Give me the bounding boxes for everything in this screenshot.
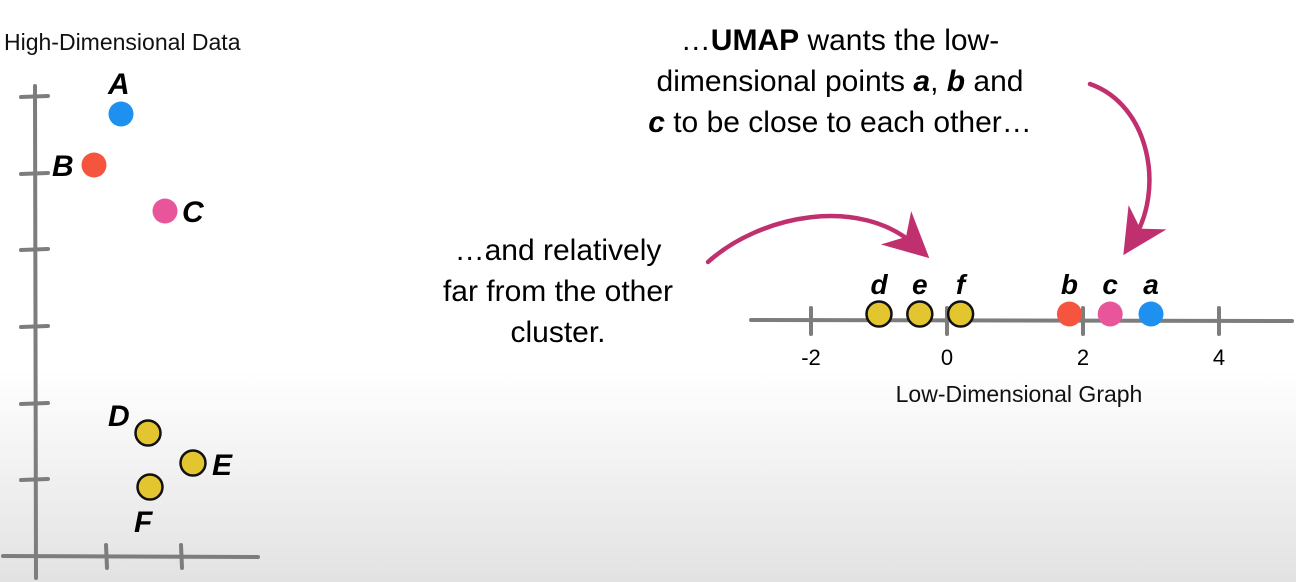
umap-line3-text: to be close to each other… xyxy=(664,106,1032,139)
far-annotation-line2: far from the other xyxy=(442,275,674,308)
umap-annotation-line3: c to be close to each other… xyxy=(590,102,1090,143)
x-tick xyxy=(104,543,109,570)
low-dim-label-f: f xyxy=(956,269,968,300)
umap-point-a: a xyxy=(913,65,931,98)
low-dim-point-e xyxy=(906,300,934,328)
umap-point-b: b xyxy=(946,65,966,98)
low-dim-title: Low-Dimensional Graph xyxy=(896,381,1143,407)
low-dim-tick-labels: -2 0 2 4 xyxy=(801,345,1225,370)
high-dim-labels: A B C D E F xyxy=(52,68,233,539)
low-dim-label-c: c xyxy=(1102,269,1118,300)
low-dim-point-d xyxy=(865,300,893,328)
y-tick xyxy=(19,171,50,176)
high-dim-x-axis xyxy=(1,554,260,559)
umap-annotation-line1: …UMAP wants the low- xyxy=(590,20,1090,61)
low-dim-point-c xyxy=(1097,301,1123,327)
low-dim-label-e: e xyxy=(912,269,928,300)
point-F xyxy=(136,473,164,501)
umap-bold-text: UMAP xyxy=(710,24,800,57)
y-tick xyxy=(19,401,50,406)
far-annotation-line1: …and relatively xyxy=(454,234,662,267)
umap-wants-text: wants the low- xyxy=(799,24,1000,57)
arrow-to-def xyxy=(705,211,930,265)
label-F: F xyxy=(134,506,153,539)
number-line xyxy=(749,318,1294,323)
low-dim-label-a: a xyxy=(1143,269,1159,300)
ellipsis-text: … xyxy=(680,24,711,57)
low-dim-label-b: b xyxy=(1061,269,1078,300)
low-dim-label-d: d xyxy=(870,269,888,300)
tick-label-0: 0 xyxy=(941,345,953,370)
low-dim-point-f xyxy=(946,300,975,328)
point-A xyxy=(108,101,134,127)
annotation-arrows xyxy=(705,81,1167,265)
high-dim-points xyxy=(81,101,207,501)
umap-annotation-line2: dimensional points a, b and xyxy=(590,61,1090,102)
label-B: B xyxy=(52,150,74,183)
high-dim-title: High-Dimensional Data xyxy=(4,29,241,55)
umap-annotation: …UMAP wants the low- dimensional points … xyxy=(590,20,1090,143)
label-A: A xyxy=(107,68,130,101)
umap-and-text: and xyxy=(965,65,1024,98)
label-E: E xyxy=(212,449,233,482)
umap-line2-text: dimensional points xyxy=(656,65,914,98)
low-dim-axis xyxy=(749,306,1294,336)
tick-label-neg2: -2 xyxy=(801,345,821,370)
high-dim-axes xyxy=(1,84,260,580)
arrow-to-abc xyxy=(1087,81,1167,256)
umap-comma: , xyxy=(930,65,947,98)
tick-label-4: 4 xyxy=(1213,345,1225,370)
far-annotation: …and relatively far from the other clust… xyxy=(398,230,718,353)
low-dim-point-b xyxy=(1056,301,1082,327)
point-E xyxy=(179,449,207,477)
label-C: C xyxy=(182,196,205,229)
tick-label-2: 2 xyxy=(1077,345,1089,370)
point-C xyxy=(152,198,178,224)
far-annotation-line3: cluster. xyxy=(510,316,606,349)
label-D: D xyxy=(108,400,130,433)
high-dim-y-axis xyxy=(33,84,38,580)
x-tick xyxy=(179,543,184,570)
y-tick xyxy=(19,247,50,252)
y-tick xyxy=(19,94,50,99)
point-B xyxy=(81,152,107,178)
y-tick xyxy=(19,477,50,482)
point-D xyxy=(134,419,162,447)
y-tick xyxy=(19,324,50,329)
low-dim-point-a xyxy=(1138,301,1164,327)
low-dim-points xyxy=(865,300,1164,328)
umap-point-c: c xyxy=(648,106,665,139)
